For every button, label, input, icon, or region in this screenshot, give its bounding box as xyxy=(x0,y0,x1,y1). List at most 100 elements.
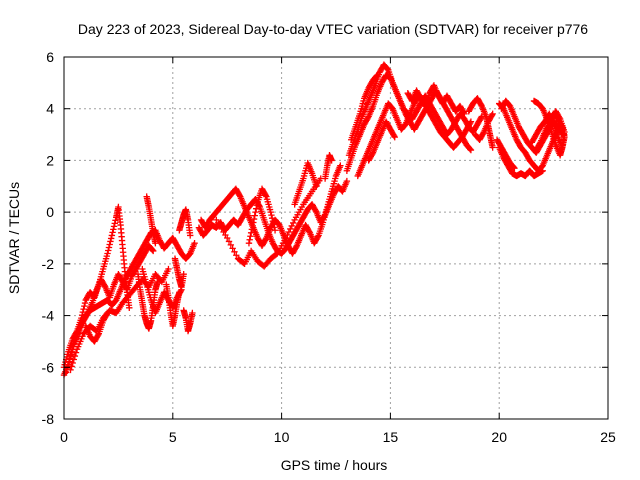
axis-ticks xyxy=(63,56,609,420)
y-tick-label: -4 xyxy=(42,308,55,324)
y-tick-label: 2 xyxy=(46,152,54,168)
data-point xyxy=(390,132,398,140)
data-point xyxy=(284,231,291,239)
y-tick-label: 6 xyxy=(46,49,54,65)
data-point xyxy=(247,233,254,240)
data-point xyxy=(533,145,541,152)
data-point xyxy=(480,130,487,137)
data-point xyxy=(70,356,77,363)
data-point xyxy=(94,331,102,339)
data-point xyxy=(460,109,467,116)
data-series-sdtvar xyxy=(60,61,568,379)
data-point xyxy=(328,157,335,164)
data-point xyxy=(374,71,381,79)
data-point xyxy=(532,146,540,154)
data-point xyxy=(105,247,112,254)
data-point xyxy=(288,222,295,230)
data-point xyxy=(287,225,294,233)
data-point xyxy=(268,214,276,222)
data-point xyxy=(467,146,475,154)
data-point xyxy=(271,227,279,234)
data-point xyxy=(245,239,253,247)
data-point xyxy=(227,241,235,249)
data-point xyxy=(305,228,313,235)
data-point xyxy=(104,309,111,317)
data-point xyxy=(246,236,253,243)
data-point xyxy=(272,251,280,258)
data-point xyxy=(111,220,118,227)
x-tick-label: 25 xyxy=(600,429,616,445)
data-point xyxy=(104,250,111,257)
data-point xyxy=(73,329,80,336)
y-axis-label: SDTVAR / TECUs xyxy=(6,182,22,294)
data-point xyxy=(268,211,275,219)
data-point xyxy=(290,219,297,227)
data-point xyxy=(250,215,258,223)
data-point xyxy=(312,207,319,215)
data-point xyxy=(461,110,468,118)
y-tick-labels: -8 -6 -4 -2 0 2 4 6 xyxy=(42,49,55,427)
data-point xyxy=(231,248,238,255)
x-tick-label: 0 xyxy=(60,429,68,445)
data-point xyxy=(373,72,380,80)
data-point xyxy=(105,244,113,251)
data-point xyxy=(229,245,236,252)
data-point xyxy=(107,235,115,242)
plot-frame xyxy=(63,56,609,420)
data-point xyxy=(267,208,274,216)
data-point xyxy=(126,304,133,312)
data-point xyxy=(269,217,277,225)
y-tick-label: 0 xyxy=(46,204,54,220)
data-point xyxy=(68,363,75,370)
data-point xyxy=(548,115,555,123)
data-point xyxy=(176,289,183,296)
x-tick-label: 20 xyxy=(491,429,507,445)
data-point xyxy=(225,238,233,245)
data-point xyxy=(72,349,80,356)
data-point xyxy=(154,278,161,286)
data-point xyxy=(510,164,517,171)
data-point xyxy=(466,146,474,153)
x-tick-label: 10 xyxy=(274,429,290,445)
data-point xyxy=(180,271,187,278)
data-point xyxy=(247,229,255,237)
data-point xyxy=(391,133,398,141)
data-point xyxy=(67,366,74,374)
data-point xyxy=(539,167,546,174)
data-point xyxy=(79,308,87,316)
data-point xyxy=(250,219,257,226)
data-point xyxy=(78,314,85,322)
data-point xyxy=(112,217,119,224)
data-point xyxy=(90,293,97,300)
data-point xyxy=(548,114,556,121)
data-point xyxy=(69,359,76,367)
data-point xyxy=(511,164,518,172)
data-point xyxy=(252,208,259,216)
x-tick-label: 5 xyxy=(169,429,177,445)
data-point xyxy=(251,212,258,219)
data-point xyxy=(253,202,261,209)
data-point xyxy=(103,311,110,318)
data-point xyxy=(337,162,344,169)
y-tick-label: 4 xyxy=(46,101,54,117)
data-point xyxy=(488,111,496,119)
data-point xyxy=(343,177,351,185)
data-point xyxy=(489,110,496,118)
data-point xyxy=(81,299,89,307)
data-point xyxy=(152,239,159,247)
data-point xyxy=(314,233,322,240)
data-point xyxy=(81,302,88,310)
data-point xyxy=(149,246,156,254)
data-point xyxy=(107,238,114,245)
data-point xyxy=(467,118,475,125)
x-tick-labels: 0 5 10 15 20 25 xyxy=(60,429,616,445)
data-point xyxy=(189,309,196,317)
data-point xyxy=(110,223,118,230)
grid xyxy=(64,57,608,419)
data-point xyxy=(477,101,485,109)
data-point xyxy=(236,192,243,199)
data-point xyxy=(233,252,240,259)
data-point xyxy=(253,205,260,212)
data-point xyxy=(191,239,198,247)
